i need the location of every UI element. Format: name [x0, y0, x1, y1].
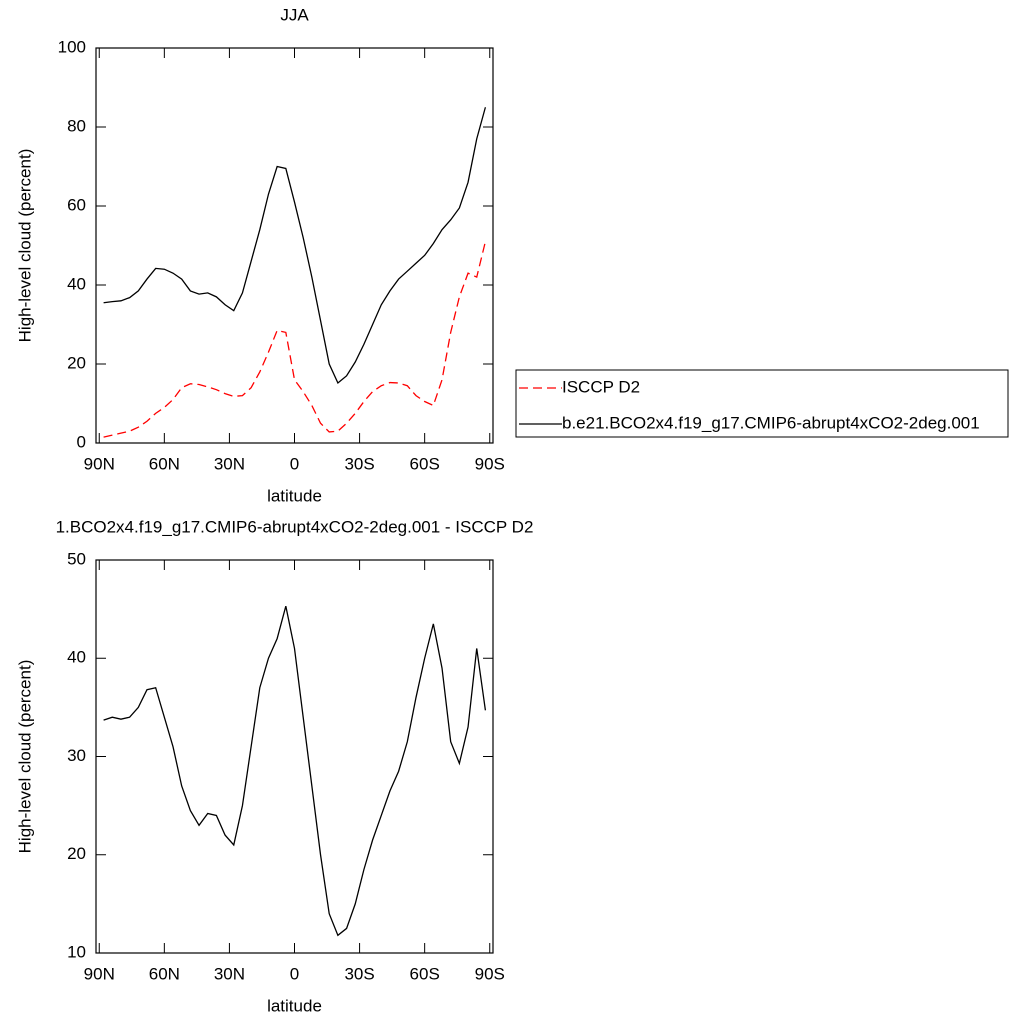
x-tick-label: 30S [344, 454, 374, 473]
x-tick-label: 90N [84, 454, 115, 473]
x-tick-label: 90S [475, 454, 505, 473]
y-tick-label: 20 [67, 353, 86, 372]
y-tick-label: 20 [67, 844, 86, 863]
x-tick-label: 90S [475, 964, 505, 983]
y-tick-label: 60 [67, 195, 86, 214]
legend-label: ISCCP D2 [562, 377, 640, 396]
data-line [103, 606, 487, 937]
y-tick-label: 30 [67, 746, 86, 765]
x-tick-label: 30S [344, 964, 374, 983]
chart-title: JJA [280, 5, 309, 24]
x-tick-label: 30N [214, 454, 245, 473]
legend-label: b.e21.BCO2x4.f19_g17.CMIP6-abrupt4xCO2-2… [562, 413, 980, 432]
y-tick-label: 50 [67, 549, 86, 568]
y-tick-label: 40 [67, 274, 86, 293]
y-tick-label: 100 [58, 37, 86, 56]
y-tick-label: 0 [77, 432, 86, 451]
legend-box [515, 369, 1009, 438]
x-tick-label: 60N [149, 964, 180, 983]
data-line [103, 107, 487, 384]
x-tick-label: 0 [290, 454, 299, 473]
x-tick-label: 60S [410, 454, 440, 473]
x-tick-label: 60N [149, 454, 180, 473]
plot-frame [95, 559, 494, 954]
y-tick-label: 40 [67, 648, 86, 667]
y-tick-label: 80 [67, 116, 86, 135]
plot-frame [95, 47, 494, 444]
x-tick-label: 90N [84, 964, 115, 983]
x-tick-label: 30N [214, 964, 245, 983]
chart-title: 1.BCO2x4.f19_g17.CMIP6-abrupt4xCO2-2deg.… [56, 517, 534, 536]
data-line [103, 241, 487, 438]
x-tick-label: 60S [410, 964, 440, 983]
x-axis-label: latitude [267, 486, 322, 505]
y-axis-label: High-level cloud (percent) [15, 660, 34, 854]
x-tick-label: 0 [290, 964, 299, 983]
x-axis-label: latitude [267, 996, 322, 1015]
y-tick-label: 10 [67, 942, 86, 961]
y-axis-label: High-level cloud (percent) [15, 149, 34, 343]
